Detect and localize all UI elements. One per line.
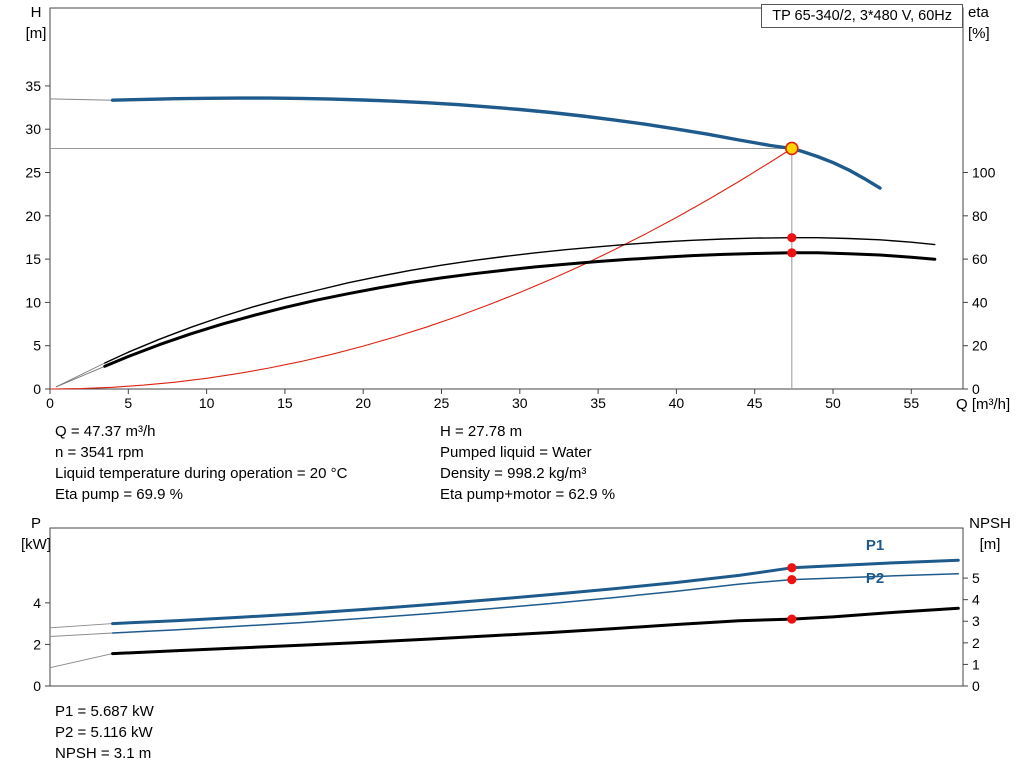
p-npsh-chart: 0 2 4 0 1 2 3 4 5 P1 P2 xyxy=(33,527,980,694)
qh-eta-x-tick-label: 55 xyxy=(904,395,920,411)
qh-eta-left-tick-label: 35 xyxy=(25,78,41,94)
npsh-axis-title: NPSH [m] xyxy=(964,513,1016,555)
qh-eta-left-tick-label: 15 xyxy=(25,251,41,267)
qh-eta-right-tick-label: 60 xyxy=(972,251,988,267)
qh-eta-left-tick-label: 25 xyxy=(25,165,41,181)
p-axis-title-unit: [kW] xyxy=(21,536,51,553)
h-axis-title-unit: [m] xyxy=(25,25,47,42)
p1-curve xyxy=(111,558,960,626)
p2-curve xyxy=(111,572,960,634)
info-pumped-liquid: Pumped liquid = Water xyxy=(440,444,592,461)
h-curve xyxy=(110,96,882,190)
info-eta-pump-motor: Eta pump+motor = 62.9 % xyxy=(440,486,616,503)
info-eta-pump: Eta pump = 69.9 % xyxy=(55,486,183,503)
info-flow: Q = 47.37 m³/h xyxy=(55,423,156,440)
eta-pump-motor-curve xyxy=(103,251,937,368)
npsh-axis-title-unit: [m] xyxy=(979,536,1001,553)
qh-eta-x-tick-label: 15 xyxy=(277,395,293,411)
p-npsh-left-tick-label: 2 xyxy=(33,636,41,652)
qh-eta-x-tick-label: 20 xyxy=(355,395,371,411)
npsh-axis-title-symbol: NPSH xyxy=(969,515,1011,532)
p-npsh-right-tick-label: 0 xyxy=(972,678,980,694)
qh-eta-left-tick-label: 0 xyxy=(33,381,41,397)
qh-eta-right-tick-label: 40 xyxy=(972,294,988,310)
p-npsh-frame xyxy=(49,527,964,687)
qh-eta-left-tick-label: 5 xyxy=(33,338,41,354)
duty-info-left: Q = 47.37 m³/h n = 3541 rpm Liquid tempe… xyxy=(55,421,347,505)
qh-eta-x-tick-label: 35 xyxy=(590,395,606,411)
qh-eta-right-tick-label: 0 xyxy=(972,381,980,397)
qh-eta-right-tick-label: 100 xyxy=(972,165,996,181)
npsh-curve xyxy=(111,606,960,656)
system-curve xyxy=(49,147,793,390)
p-npsh-right-tick-label: 1 xyxy=(972,656,980,672)
qh-eta-x-tick-label: 50 xyxy=(825,395,841,411)
qh-eta-x-tick-label: 30 xyxy=(512,395,528,411)
p-npsh-left-tick-label: 4 xyxy=(33,595,41,611)
qh-eta-right-tick-label: 80 xyxy=(972,208,988,224)
p-axis-title-symbol: P xyxy=(30,515,41,532)
qh-eta-left-tick-label: 10 xyxy=(25,294,41,310)
p-axis-title: P [kW] xyxy=(16,513,56,555)
info-head: H = 27.78 m xyxy=(440,423,523,440)
eta-pump-curve xyxy=(104,237,936,364)
h-axis-title: H [m] xyxy=(16,2,56,44)
qh-eta-x-tick-label: 5 xyxy=(124,395,132,411)
q-axis-label: Q [m³/h] xyxy=(956,396,1011,413)
eta-pump-lead-in xyxy=(55,362,106,388)
pump-type-label: TP 65-340/2, 3*480 V, 60Hz xyxy=(761,4,963,28)
eta-pump-motor-point xyxy=(787,248,797,258)
qh-eta-x-tick-label: 10 xyxy=(199,395,215,411)
duty-info-right: H = 27.78 m Pumped liquid = Water Densit… xyxy=(440,421,615,505)
qh-eta-left-tick-label: 20 xyxy=(25,208,41,224)
info-npsh: NPSH = 3.1 m xyxy=(55,745,152,762)
p2-point xyxy=(787,575,797,585)
info-p1: P1 = 5.687 kW xyxy=(55,703,154,720)
p-npsh-left-tick-label: 0 xyxy=(33,678,41,694)
eta-axis-title-unit: [%] xyxy=(968,25,990,42)
p-npsh-right-tick-label: 2 xyxy=(972,635,980,651)
p2-lead-in xyxy=(49,632,114,637)
eta-pump-motor-lead-in xyxy=(55,365,106,388)
qh-eta-x-tick-label: 40 xyxy=(669,395,685,411)
h-axis-title-symbol: H xyxy=(30,4,42,21)
qh-eta-frame xyxy=(49,7,964,390)
qh-eta-x-tick-label: 45 xyxy=(747,395,763,411)
qh-eta-left-tick-label: 30 xyxy=(25,121,41,137)
eta-pump-point xyxy=(787,233,797,243)
npsh-point xyxy=(787,614,797,624)
qh-eta-chart: 0 5 10 15 20 25 30 35 0 20 40 60 80 100 0 5 10 15 20 25 30 35… xyxy=(25,7,996,411)
info-density: Density = 998.2 kg/m³ xyxy=(440,465,587,482)
p2-label: P2 xyxy=(866,570,884,587)
p1-point xyxy=(787,563,797,573)
info-speed: n = 3541 rpm xyxy=(55,444,144,461)
p1-label: P1 xyxy=(866,537,884,554)
npsh-lead-in xyxy=(49,653,114,669)
eta-axis-title: eta [%] xyxy=(968,2,1016,44)
info-liquid-temp: Liquid temperature during operation = 20… xyxy=(55,465,348,482)
power-info: P1 = 5.687 kW P2 = 5.116 kW NPSH = 3.1 m xyxy=(55,701,154,764)
p-npsh-right-tick-label: 5 xyxy=(972,570,980,586)
h-lead-in xyxy=(49,98,114,101)
qh-eta-x-tick-label: 25 xyxy=(434,395,450,411)
p1-lead-in xyxy=(49,623,114,629)
duty-point xyxy=(785,141,799,156)
qh-eta-x-tick-label: 0 xyxy=(46,395,54,411)
qh-eta-right-tick-label: 20 xyxy=(972,338,988,354)
info-p2: P2 = 5.116 kW xyxy=(55,724,153,741)
p-npsh-right-tick-label: 3 xyxy=(972,613,980,629)
eta-axis-title-symbol: eta xyxy=(968,4,989,21)
p-npsh-right-tick-label: 4 xyxy=(972,592,980,608)
